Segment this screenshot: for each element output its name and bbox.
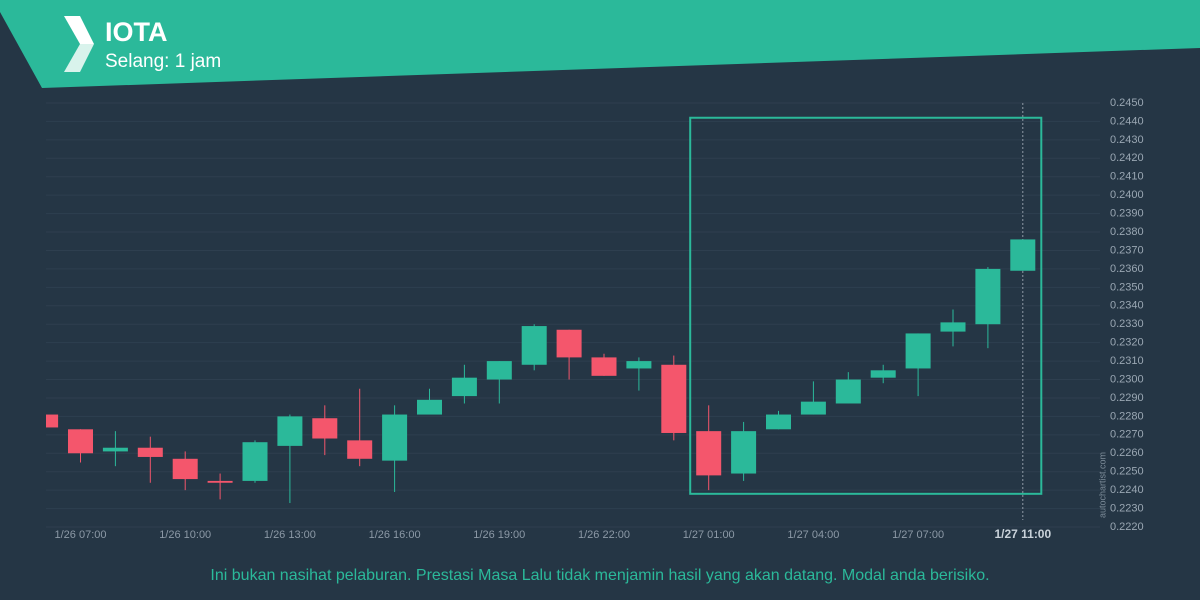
x-tick-label: 1/26 10:00 [159,529,211,541]
candle-body [661,364,687,433]
y-tick-label: 0.2250 [1110,466,1144,478]
y-tick-label: 0.2450 [1110,97,1144,109]
y-tick-label: 0.2310 [1110,355,1144,367]
y-tick-label: 0.2400 [1110,189,1144,201]
candle-body [382,414,408,461]
plot-area [46,103,1043,520]
header-band [0,0,1200,88]
y-tick-label: 0.2420 [1110,152,1144,164]
candle-body [905,333,931,369]
x-tick-label: 1/26 13:00 [264,529,316,541]
chart-subtitle: Selang: 1 jam [105,51,221,72]
candle-body [870,370,896,378]
x-tick-label: 1/26 16:00 [369,529,421,541]
x-tick-label: 1/26 22:00 [578,529,630,541]
y-tick-label: 0.2380 [1110,226,1144,238]
candle-body [800,401,826,415]
chart-title: IOTA [105,17,168,47]
candle-body [835,379,861,404]
candle-body [486,361,512,380]
x-tick-label: 1/26 19:00 [473,529,525,541]
candle-body [975,268,1001,325]
candle-body [172,458,198,480]
logo [64,16,94,72]
y-tick-label: 0.2340 [1110,300,1144,312]
x-tick-label: 1/27 04:00 [787,529,839,541]
y-tick-label: 0.2390 [1110,208,1144,220]
y-tick-label: 0.2370 [1110,244,1144,256]
candle-body [766,414,791,430]
y-tick-label: 0.2300 [1110,373,1144,385]
disclaimer: Ini bukan nasihat pelaburan. Prestasi Ma… [210,567,989,584]
y-tick-label: 0.2290 [1110,392,1144,404]
y-tick-label: 0.2230 [1110,502,1144,514]
x-tick-label: 1/27 07:00 [892,529,944,541]
y-tick-label: 0.2360 [1110,263,1144,275]
candle-body [451,377,477,397]
axes: 0.2220 0.2230 0.2240 0.2250 0.2260 0.2270 0.22… [55,97,1144,541]
candle-body [46,414,59,428]
y-tick-label: 0.2440 [1110,115,1144,127]
y-tick-label: 0.2280 [1110,410,1144,422]
y-tick-label: 0.2220 [1110,521,1144,533]
candle-body [1010,239,1036,271]
watermark: autochartist.com [1097,452,1107,518]
candle-body [102,447,128,452]
candle-body [521,326,547,365]
logo-shape [64,44,94,72]
candle-body [137,447,163,457]
candle-body [417,399,442,415]
x-tick-label: 1/27 11:00 [994,527,1051,541]
y-tick-label: 0.2320 [1110,337,1144,349]
candle-body [312,418,338,439]
candle-body [940,322,966,332]
candle-body [277,416,303,446]
candle-body [556,329,582,358]
candle-body [591,357,617,376]
y-tick-label: 0.2430 [1110,134,1144,146]
x-tick-label: 1/26 07:00 [55,529,107,541]
y-tick-label: 0.2350 [1110,281,1144,293]
candle-body [731,431,757,474]
pattern-box [689,116,1043,495]
candle-body [242,442,268,481]
candle-body [347,440,373,459]
candle-body [207,480,233,483]
y-tick-label: 0.2260 [1110,447,1144,459]
candle-body [68,429,93,454]
candle-body [626,361,652,369]
candle-body [696,431,722,476]
y-tick-label: 0.2330 [1110,318,1144,330]
y-tick-label: 0.2410 [1110,171,1144,183]
y-tick-label: 0.2240 [1110,484,1144,496]
x-tick-label: 1/27 01:00 [683,529,735,541]
logo-shape [64,16,94,44]
y-tick-label: 0.2270 [1110,429,1144,441]
